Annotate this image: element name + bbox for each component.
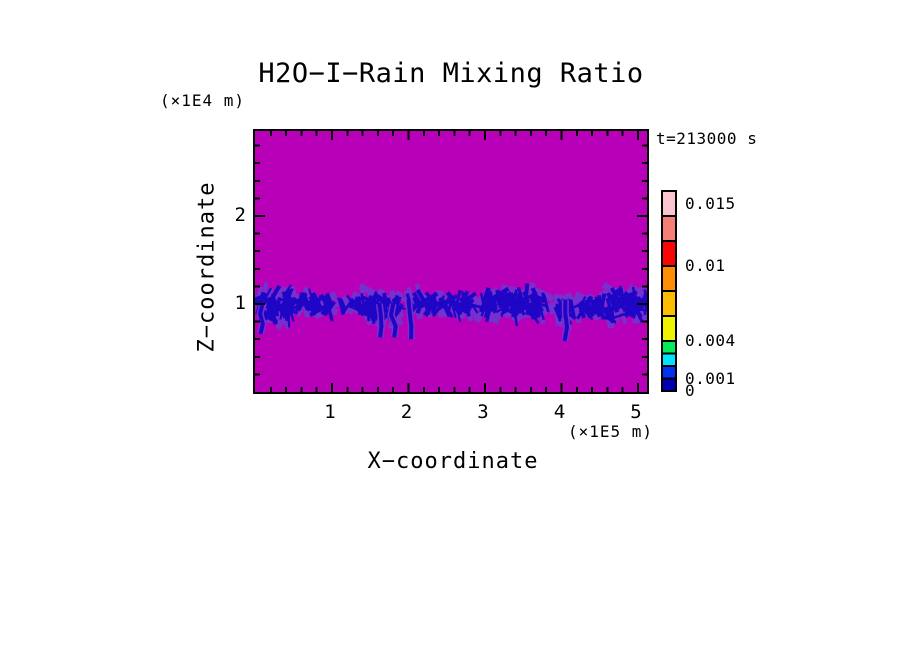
colorbar-tick-label: 0 [685,381,696,400]
x-tick-label: 1 [324,401,336,423]
colorbar-svg [661,190,677,392]
rain-field-svg [255,131,647,392]
y-tick-label: 1 [234,292,246,314]
y-tick-label: 2 [234,204,246,226]
x-tick-label: 3 [477,401,489,423]
colorbar-tick-label: 0.004 [685,331,736,350]
chart-title: H2O−I−Rain Mixing Ratio [258,58,644,89]
colorbar-tick-label: 0.015 [685,193,736,213]
x-tick-label: 4 [553,401,566,423]
z-axis-unit-label: (×1E4 m) [160,91,246,110]
colorbar [659,188,681,398]
x-tick-label: 2 [400,401,413,423]
x-axis-label: X−coordinate [367,449,539,474]
colorbar-tick-label: 0.01 [685,256,726,275]
time-annotation: t=213000 s [656,129,758,148]
plot-area [253,129,649,394]
x-axis-unit-label: (×1E5 m) [567,422,653,441]
x-tick-label: 5 [630,401,642,423]
colorbar-tick-label: 0.001 [685,368,736,388]
